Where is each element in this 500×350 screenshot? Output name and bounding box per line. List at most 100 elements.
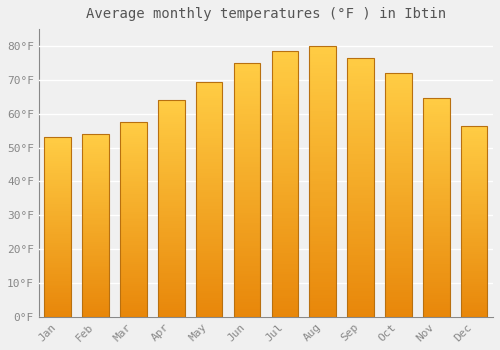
Bar: [120, 227, 146, 229]
Bar: [272, 160, 298, 163]
Bar: [310, 268, 336, 271]
Bar: [44, 211, 71, 213]
Bar: [348, 97, 374, 99]
Bar: [44, 263, 71, 265]
Bar: [44, 241, 71, 243]
Bar: [310, 76, 336, 78]
Bar: [310, 86, 336, 89]
Bar: [461, 126, 487, 317]
Bar: [272, 125, 298, 128]
Bar: [158, 187, 184, 189]
Bar: [234, 190, 260, 193]
Bar: [82, 193, 109, 194]
Bar: [385, 300, 411, 302]
Bar: [348, 234, 374, 237]
Bar: [461, 206, 487, 208]
Bar: [234, 119, 260, 121]
Bar: [385, 312, 411, 314]
Bar: [385, 161, 411, 163]
Bar: [310, 108, 336, 111]
Bar: [120, 272, 146, 274]
Bar: [120, 196, 146, 198]
Bar: [272, 256, 298, 258]
Bar: [348, 76, 374, 78]
Bar: [461, 237, 487, 238]
Bar: [385, 314, 411, 317]
Bar: [196, 195, 222, 197]
Bar: [196, 98, 222, 100]
Bar: [423, 230, 450, 232]
Bar: [423, 205, 450, 208]
Bar: [196, 204, 222, 206]
Bar: [196, 293, 222, 296]
Bar: [272, 128, 298, 131]
Bar: [234, 312, 260, 314]
Bar: [310, 187, 336, 189]
Bar: [158, 109, 184, 111]
Bar: [385, 224, 411, 226]
Bar: [385, 290, 411, 293]
Bar: [348, 94, 374, 97]
Bar: [310, 219, 336, 222]
Bar: [272, 232, 298, 235]
Bar: [196, 93, 222, 96]
Bar: [158, 111, 184, 113]
Bar: [461, 198, 487, 200]
Bar: [385, 200, 411, 202]
Bar: [272, 181, 298, 184]
Bar: [158, 100, 184, 317]
Bar: [234, 86, 260, 88]
Bar: [385, 251, 411, 253]
Bar: [44, 150, 71, 152]
Bar: [423, 170, 450, 173]
Bar: [310, 228, 336, 230]
Bar: [385, 271, 411, 273]
Bar: [120, 309, 146, 311]
Bar: [423, 262, 450, 264]
Bar: [120, 237, 146, 239]
Bar: [385, 226, 411, 229]
Bar: [348, 86, 374, 89]
Bar: [348, 226, 374, 229]
Bar: [272, 173, 298, 176]
Bar: [82, 224, 109, 225]
Bar: [158, 286, 184, 289]
Bar: [348, 102, 374, 104]
Bar: [120, 147, 146, 149]
Bar: [44, 277, 71, 279]
Bar: [44, 268, 71, 270]
Bar: [196, 82, 222, 84]
Bar: [385, 273, 411, 275]
Bar: [461, 313, 487, 315]
Bar: [423, 188, 450, 190]
Bar: [461, 189, 487, 190]
Bar: [196, 281, 222, 284]
Bar: [196, 267, 222, 270]
Bar: [423, 238, 450, 240]
Bar: [310, 271, 336, 273]
Bar: [196, 176, 222, 178]
Bar: [461, 154, 487, 156]
Bar: [120, 144, 146, 146]
Bar: [234, 296, 260, 299]
Bar: [461, 156, 487, 158]
Bar: [385, 90, 411, 92]
Bar: [158, 180, 184, 182]
Bar: [272, 250, 298, 253]
Bar: [461, 210, 487, 212]
Bar: [120, 142, 146, 143]
Bar: [348, 208, 374, 211]
Bar: [461, 172, 487, 173]
Bar: [423, 103, 450, 105]
Bar: [348, 314, 374, 317]
Bar: [44, 224, 71, 225]
Bar: [423, 304, 450, 306]
Bar: [423, 122, 450, 125]
Bar: [234, 129, 260, 132]
Bar: [196, 263, 222, 265]
Bar: [120, 165, 146, 167]
Bar: [120, 258, 146, 260]
Bar: [120, 190, 146, 192]
Bar: [158, 284, 184, 286]
Bar: [44, 229, 71, 231]
